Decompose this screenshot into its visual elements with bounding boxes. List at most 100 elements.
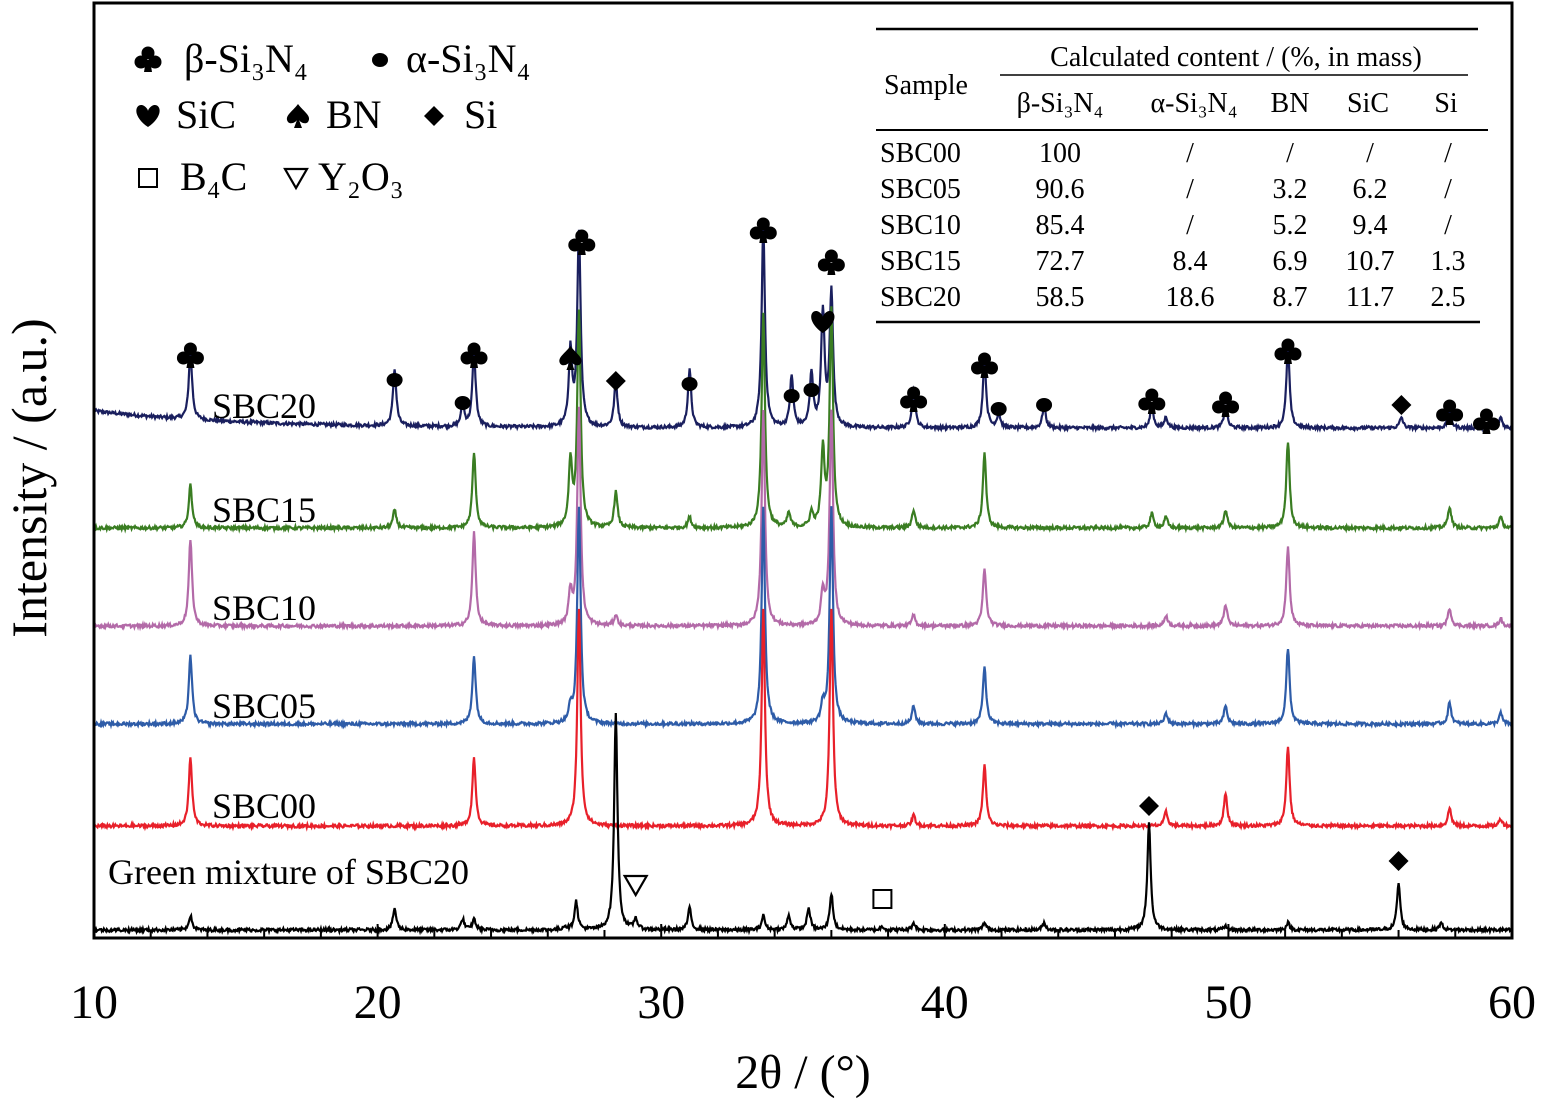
table-cell: /: [1286, 138, 1294, 169]
series-line-5: [94, 712, 1512, 936]
peak-marker-dot: [990, 402, 1007, 416]
peak-marker-club: [971, 352, 999, 378]
x-tick-label: 20: [354, 976, 402, 1029]
table-cell: 1.3: [1431, 246, 1466, 277]
table-cell: 5.2: [1273, 210, 1308, 241]
table-cell: Si: [1434, 88, 1458, 119]
table-cell: Calculated content / (%, in mass): [1050, 42, 1422, 73]
peak-marker-club: [749, 217, 777, 243]
series-label-5: Green mixture of SBC20: [108, 852, 469, 892]
table-cell: BN: [1271, 88, 1310, 119]
legend-dot-icon: [372, 53, 388, 67]
legend-heart-icon: [136, 104, 160, 127]
table-cell: /: [1366, 138, 1374, 169]
table-cell: SBC10: [880, 210, 961, 241]
peak-markers: [176, 217, 1500, 909]
peak-marker-diamond: [1138, 796, 1159, 816]
series-line-3: [94, 506, 1512, 730]
peak-marker-dot: [783, 389, 800, 403]
legend-square-icon: [138, 168, 158, 188]
peak-marker-diamond: [1388, 851, 1409, 871]
table-cell: 8.4: [1173, 246, 1208, 277]
peak-marker-club: [1472, 408, 1500, 434]
content-table: Sample Calculated content / (%, in mass) β…: [876, 27, 1488, 324]
series-layer: [94, 225, 1512, 936]
series-label-0: SBC20: [212, 386, 316, 426]
peak-marker-dot: [386, 373, 403, 387]
table-cell: 85.4: [1036, 210, 1085, 241]
table-cell: 9.4: [1353, 210, 1388, 241]
x-tick-label: 30: [637, 976, 685, 1029]
table-cell: /: [1444, 174, 1452, 205]
table-cell: Sample: [884, 70, 968, 101]
peak-marker-dot: [1036, 398, 1053, 412]
legend-label: B₄C: [180, 154, 247, 199]
peak-marker-club: [1138, 388, 1166, 414]
peak-marker-club: [176, 342, 204, 368]
table-cell: SBC05: [880, 174, 961, 205]
table-cell: 6.2: [1353, 174, 1388, 205]
table-cell: 2.5: [1431, 282, 1466, 313]
peak-marker-square: [872, 889, 893, 909]
peak-marker-dot: [681, 377, 698, 391]
table-cell: 6.9: [1273, 246, 1308, 277]
series-line-2: [94, 406, 1512, 632]
table-cell: 11.7: [1346, 282, 1394, 313]
table-cell: /: [1186, 138, 1194, 169]
series-line-1: [94, 306, 1512, 534]
x-axis-title: 2θ / (°): [735, 1046, 871, 1099]
series-labels: SBC20 SBC15 SBC10 SBC05 SBC00 Green mixture o…: [108, 386, 469, 892]
legend-spade-icon: [286, 104, 310, 128]
peak-marker-club: [460, 342, 488, 368]
table-cell: 10.7: [1346, 246, 1395, 277]
table-cell: SBC00: [880, 138, 961, 169]
peak-marker-club: [1212, 391, 1240, 417]
peak-marker-club: [1436, 399, 1464, 425]
table-cell: α-Si₃N₄: [1150, 88, 1237, 119]
table-cell: /: [1444, 210, 1452, 241]
legend-club-icon: [134, 46, 162, 72]
x-tick-label: 40: [921, 976, 969, 1029]
table-cell: 8.7: [1273, 282, 1308, 313]
legend-label: SiC: [176, 92, 236, 137]
table-cell: 100: [1039, 138, 1081, 169]
peak-marker-diamond: [605, 371, 626, 391]
series-label-4: SBC00: [212, 786, 316, 826]
legend-diamond-icon: [424, 106, 444, 126]
table-cell: 90.6: [1036, 174, 1085, 205]
peak-marker-triangle: [622, 874, 649, 898]
series-label-2: SBC10: [212, 588, 316, 628]
peak-marker-spade: [559, 346, 582, 370]
table-cell: SBC15: [880, 246, 961, 277]
legend: β-Si₃N₄ α-Si₃N₄ SiC BN Si B₄C Y₂O₃: [134, 36, 530, 199]
peak-marker-club: [817, 249, 845, 275]
legend-label: α-Si₃N₄: [406, 36, 530, 81]
series-label-1: SBC15: [212, 490, 316, 530]
legend-label: BN: [326, 92, 382, 137]
table-cell: 58.5: [1036, 282, 1085, 313]
peak-marker-heart: [811, 310, 835, 333]
table-cell: 18.6: [1166, 282, 1215, 313]
peak-marker-club: [1274, 338, 1302, 364]
x-tick-label: 10: [70, 976, 118, 1029]
table-cell: 3.2: [1273, 174, 1308, 205]
legend-label: Y₂O₃: [318, 154, 404, 199]
peak-marker-club: [568, 229, 596, 255]
x-tick-label: 50: [1204, 976, 1252, 1029]
table-cell: β-Si₃N₄: [1017, 88, 1104, 119]
series-line-4: [94, 608, 1512, 832]
x-tick-label: 60: [1488, 976, 1536, 1029]
table-cell: /: [1444, 138, 1452, 169]
table-cell: 72.7: [1036, 246, 1085, 277]
table-cell: /: [1186, 210, 1194, 241]
x-axis-ticks: 10 20 30 40 50 60: [70, 924, 1536, 1029]
table-cell: SiC: [1347, 88, 1389, 119]
peak-marker-dot: [454, 396, 471, 410]
peak-marker-diamond: [1391, 395, 1412, 415]
legend-label: β-Si₃N₄: [184, 36, 308, 81]
y-axis-title: Intensity / (a.u.): [1, 318, 57, 637]
table-cell: /: [1186, 174, 1194, 205]
peak-marker-dot: [803, 383, 820, 397]
legend-triangle-icon: [283, 167, 309, 191]
